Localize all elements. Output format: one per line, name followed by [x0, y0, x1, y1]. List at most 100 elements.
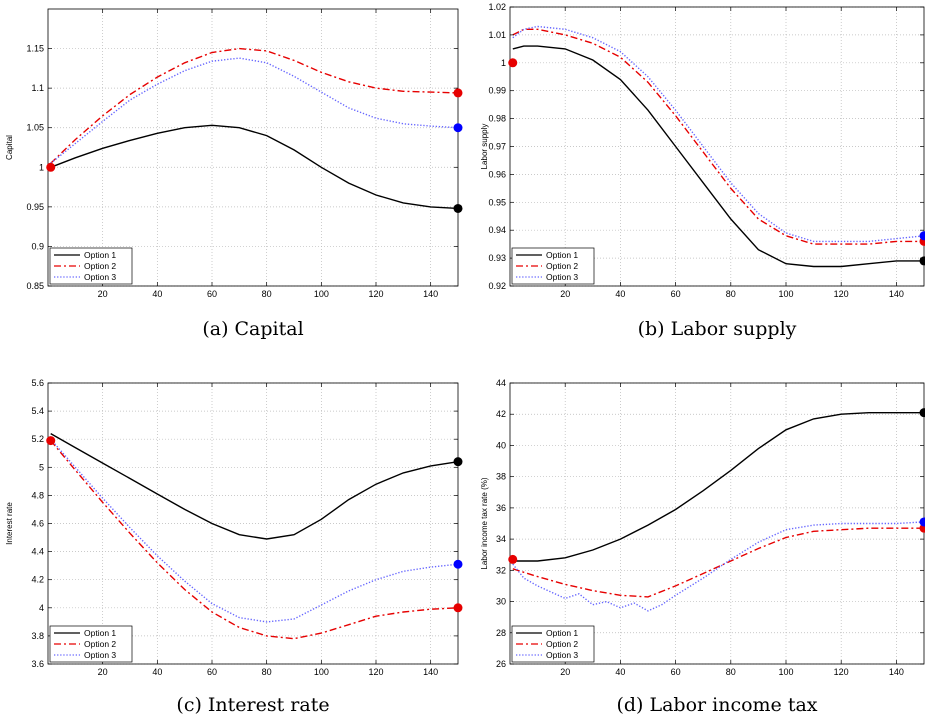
- series-line-3: [50, 438, 459, 623]
- x-tick-label: 100: [778, 667, 793, 677]
- x-tick-label: 80: [726, 667, 736, 677]
- x-tick-label: 80: [726, 289, 736, 299]
- y-tick-label: 5: [39, 462, 44, 472]
- y-tick-label: 0.94: [488, 225, 506, 235]
- panel-4: 20 40 60 80 100 120 140 26 28 30 32 34 36 38 40 42 44 Lab…: [480, 378, 925, 716]
- x-tick-label: 140: [889, 289, 904, 299]
- y-tick-label: 3.8: [31, 631, 44, 641]
- x-tick-label: 60: [207, 289, 217, 299]
- x-tick-label: 120: [368, 289, 383, 299]
- y-tick-label: 1.15: [26, 44, 44, 54]
- y-tick-label: 0.85: [26, 281, 44, 291]
- y-tick-label: 44: [496, 378, 506, 388]
- axes-box: [509, 382, 925, 665]
- x-tick-label: 100: [778, 289, 793, 299]
- series-line-2: [50, 440, 459, 640]
- end-point-marker-3: [453, 123, 463, 133]
- legend-label-2: Option 2: [546, 639, 578, 649]
- y-tick-label: 0.95: [26, 202, 44, 212]
- x-tick-label: 20: [560, 289, 570, 299]
- end-point-marker-3: [919, 231, 925, 241]
- legend-label-3: Option 3: [546, 272, 578, 282]
- legend-label-3: Option 3: [546, 650, 578, 660]
- end-point-marker-1: [453, 457, 463, 467]
- x-tick-label: 120: [834, 667, 849, 677]
- y-tick-label: 34: [496, 534, 506, 544]
- y-axis-label: Capital: [5, 135, 14, 160]
- x-tick-label: 120: [368, 667, 383, 677]
- y-tick-label: 4.4: [31, 547, 44, 557]
- series-line-2: [512, 527, 924, 598]
- x-tick-label: 100: [314, 667, 329, 677]
- x-tick-label: 20: [560, 667, 570, 677]
- end-point-marker-1: [453, 203, 463, 213]
- x-tick-label: 140: [423, 667, 438, 677]
- end-point-marker-3: [453, 559, 463, 569]
- y-tick-label: 32: [496, 565, 506, 575]
- y-tick-label: 0.99: [488, 86, 506, 96]
- x-tick-label: 40: [615, 667, 625, 677]
- y-tick-label: 5.6: [31, 378, 44, 388]
- y-tick-label: 4.6: [31, 519, 44, 529]
- panel-2: 20 40 60 80 100 120 140 0.92 0.93 0.94 0.95 0.96 0.9…: [480, 2, 925, 340]
- start-point-marker: [508, 554, 518, 564]
- y-axis-label: Labor supply: [480, 124, 489, 170]
- legend-label-3: Option 3: [84, 272, 116, 282]
- legend-label-2: Option 2: [84, 639, 116, 649]
- end-point-marker-1: [919, 256, 925, 266]
- legend-box: [49, 625, 133, 663]
- x-tick-label: 100: [314, 289, 329, 299]
- y-tick-label: 4.8: [31, 490, 44, 500]
- x-tick-label: 20: [98, 289, 108, 299]
- y-tick-label: 36: [496, 503, 506, 513]
- series-line-1: [50, 432, 459, 540]
- x-tick-label: 40: [152, 667, 162, 677]
- y-tick-label: 0.9: [31, 241, 44, 251]
- x-tick-label: 140: [889, 667, 904, 677]
- start-point-marker: [508, 58, 518, 68]
- legend-label-2: Option 2: [84, 261, 116, 271]
- y-tick-label: 1.05: [26, 123, 44, 133]
- x-tick-label: 80: [262, 667, 272, 677]
- panel-3: 20 40 60 80 100 120 140 3.6 3.8 4 4.2 4.4 4.6 4.8 5 5.2…: [5, 378, 463, 716]
- series-line-1: [512, 412, 924, 562]
- y-tick-label: 5.4: [31, 406, 44, 416]
- end-point-marker-3: [919, 517, 925, 527]
- x-tick-label: 120: [834, 289, 849, 299]
- y-tick-label: 42: [496, 409, 506, 419]
- y-tick-label: 40: [496, 440, 506, 450]
- y-tick-label: 4.2: [31, 575, 44, 585]
- series-line-1: [512, 45, 924, 268]
- x-tick-label: 60: [671, 667, 681, 677]
- end-point-marker-2: [453, 88, 463, 98]
- end-point-marker-1: [919, 408, 925, 418]
- series-line-3: [50, 57, 459, 164]
- legend-label-1: Option 1: [546, 628, 578, 638]
- y-tick-label: 1: [501, 58, 506, 68]
- legend-label-1: Option 1: [546, 250, 578, 260]
- y-tick-label: 1: [39, 162, 44, 172]
- y-tick-label: 0.95: [488, 197, 506, 207]
- y-axis-label: Interest rate: [5, 502, 14, 545]
- y-tick-label: 1.01: [488, 30, 506, 40]
- series-line-3: [512, 25, 925, 243]
- y-tick-label: 5.2: [31, 434, 44, 444]
- series-line-2: [512, 28, 924, 245]
- y-tick-label: 0.96: [488, 169, 506, 179]
- legend-box: [511, 247, 595, 285]
- end-point-marker-2: [453, 603, 463, 613]
- panel-caption: (d) Labor income tax: [616, 694, 817, 716]
- x-tick-label: 140: [423, 289, 438, 299]
- y-tick-label: 1.02: [488, 2, 506, 12]
- legend-box: [49, 247, 133, 285]
- y-tick-label: 28: [496, 628, 506, 638]
- y-tick-label: 0.92: [488, 281, 506, 291]
- y-tick-label: 1.1: [31, 83, 44, 93]
- panel-caption: (c) Interest rate: [176, 694, 329, 716]
- legend-label-1: Option 1: [84, 628, 116, 638]
- panel-caption: (a) Capital: [202, 318, 303, 340]
- y-tick-label: 3.6: [31, 659, 44, 669]
- y-tick-label: 0.97: [488, 142, 506, 152]
- panel-1: 20 40 60 80 100 120 140 0.85 0.9 0.95 1 1.05 1.1 1.15…: [5, 8, 463, 340]
